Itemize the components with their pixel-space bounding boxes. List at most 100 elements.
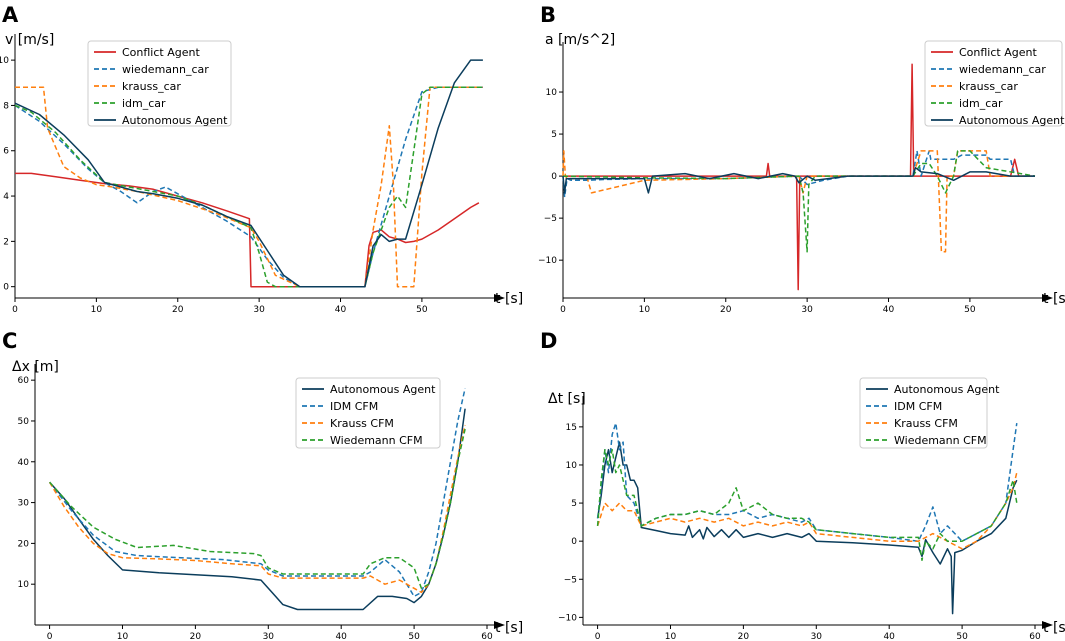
legend-box-d bbox=[859, 377, 988, 449]
x-tick-label-d: 30 bbox=[811, 632, 823, 641]
legend-label-d-3: Wiedemann CFM bbox=[894, 434, 987, 447]
legend-d: Autonomous Agent IDM CFM Krauss CFM Wiedema… bbox=[859, 377, 1000, 449]
legend-label-a-0: Conflict Agent bbox=[122, 46, 200, 59]
y-axis-label-b: a [m/s^2] bbox=[545, 32, 615, 48]
x-tick-label-b: 30 bbox=[801, 305, 813, 315]
y-tick-label-b: 5 bbox=[551, 130, 557, 140]
legend-label-c-0: Autonomous Agent bbox=[330, 383, 436, 396]
x-axis-label-c: t [s] bbox=[495, 620, 523, 636]
y-tick-label-c: 30 bbox=[18, 499, 30, 509]
x-axis-label-a: t [s] bbox=[495, 291, 523, 307]
legend-label-c-2: Krauss CFM bbox=[330, 417, 394, 430]
x-tick-label-d: 20 bbox=[738, 632, 750, 641]
panel-d: D Δt [s] t [s] 0 10 20 30 40 50 60 −10 −5 0 5 10 15 Auto… bbox=[540, 329, 1065, 641]
series-line-b-3 bbox=[562, 150, 1036, 253]
panel-label-c: C bbox=[2, 329, 17, 353]
x-tick-label-d: 40 bbox=[883, 632, 895, 641]
legend-label-c-1: IDM CFM bbox=[330, 400, 378, 413]
series-line-d-2 bbox=[596, 472, 1018, 550]
legend-box-a bbox=[87, 40, 232, 127]
y-tick-label-b: −10 bbox=[538, 256, 557, 266]
x-tick-label-c: 40 bbox=[335, 632, 347, 641]
panel-label-a: A bbox=[2, 3, 19, 27]
legend-b: Conflict Agent wiedemann_car krauss_caridm… bbox=[924, 40, 1065, 127]
series-line-a-2 bbox=[15, 86, 483, 288]
x-tick-label-b: 50 bbox=[964, 305, 976, 315]
series-line-d-3 bbox=[596, 448, 1018, 561]
legend-box-c bbox=[295, 377, 441, 449]
x-axis-arrow-b bbox=[1042, 294, 1053, 302]
x-tick-label-b: 20 bbox=[720, 305, 732, 315]
x-tick-label-c: 30 bbox=[263, 632, 275, 641]
y-axis-label-d: Δt [s] bbox=[548, 391, 586, 407]
y-tick-label-d: 5 bbox=[571, 499, 577, 509]
x-tick-label-a: 40 bbox=[335, 305, 347, 315]
y-tick-label-d: 10 bbox=[566, 461, 578, 471]
series-line-b-4 bbox=[562, 166, 1035, 194]
y-tick-label-a: 0 bbox=[3, 283, 9, 293]
y-tick-label-b: −5 bbox=[544, 214, 557, 224]
x-axis-label-d: t [s] bbox=[1043, 620, 1065, 636]
panel-c: C Δx [m] t [s] 0 10 20 30 40 50 60 10 20 30 40 50 60 Aut… bbox=[2, 329, 523, 641]
x-tick-label-d: 10 bbox=[665, 632, 677, 641]
panel-label-d: D bbox=[540, 329, 557, 353]
x-tick-label-c: 0 bbox=[47, 632, 53, 641]
x-axis-arrow-c bbox=[494, 621, 505, 629]
series-line-a-4 bbox=[14, 59, 483, 288]
y-tick-label-d: −10 bbox=[558, 613, 577, 623]
legend-label-b-3: idm_car bbox=[959, 97, 1003, 110]
legend-label-c-3: Wiedemann CFM bbox=[330, 434, 423, 447]
legend-label-a-2: krauss_car bbox=[122, 80, 181, 93]
legend-a: Conflict Agent wiedemann_car krauss_caridm… bbox=[87, 40, 232, 127]
legend-label-a-1: wiedemann_car bbox=[122, 63, 209, 76]
y-axis-label-a: v [m/s] bbox=[5, 32, 54, 48]
x-axis-label-b: t [s] bbox=[1043, 291, 1065, 307]
legend-label-b-2: krauss_car bbox=[959, 80, 1018, 93]
legend-c: Autonomous Agent IDM CFM Krauss CFM Wiedema… bbox=[295, 377, 441, 449]
legend-label-b-0: Conflict Agent bbox=[959, 46, 1037, 59]
y-tick-label-b: 10 bbox=[546, 88, 558, 98]
series-line-b-1 bbox=[562, 150, 1035, 198]
y-tick-label-c: 10 bbox=[18, 580, 30, 590]
x-tick-label-a: 30 bbox=[253, 305, 265, 315]
y-axis-label-c: Δx [m] bbox=[12, 359, 59, 375]
series-line-a-3 bbox=[14, 86, 483, 288]
x-tick-label-c: 50 bbox=[408, 632, 420, 641]
legend-box-b bbox=[924, 40, 1063, 127]
x-tick-label-d: 0 bbox=[595, 632, 601, 641]
series-line-d-0 bbox=[596, 441, 1018, 615]
y-tick-label-c: 20 bbox=[18, 539, 30, 549]
x-tick-label-b: 10 bbox=[639, 305, 651, 315]
panel-a: Av [m/s] t [s] 0 10 20 30 40 50 0 2 4 6 8 10 Conflict … bbox=[0, 3, 523, 315]
series-line-a-0 bbox=[15, 172, 480, 288]
x-axis-arrow-a bbox=[494, 294, 505, 302]
series-line-c-0 bbox=[49, 408, 466, 611]
x-tick-label-b: 40 bbox=[883, 305, 895, 315]
x-tick-label-c: 20 bbox=[190, 632, 202, 641]
legend-label-a-4: Autonomous Agent bbox=[122, 114, 228, 127]
y-tick-label-a: 6 bbox=[3, 147, 9, 157]
y-tick-label-c: 40 bbox=[18, 458, 30, 468]
y-tick-label-c: 50 bbox=[18, 417, 30, 427]
y-tick-label-d: −5 bbox=[564, 575, 577, 585]
y-tick-label-b: 0 bbox=[551, 172, 557, 182]
series-line-c-2 bbox=[48, 424, 466, 594]
legend-label-d-1: IDM CFM bbox=[894, 400, 942, 413]
legend-label-b-1: wiedemann_car bbox=[959, 63, 1046, 76]
x-tick-label-d: 60 bbox=[1029, 632, 1041, 641]
y-tick-label-d: 0 bbox=[571, 537, 577, 547]
legend-label-a-3: idm_car bbox=[122, 97, 166, 110]
x-tick-label-b: 0 bbox=[560, 305, 566, 315]
x-tick-label-d: 50 bbox=[956, 632, 968, 641]
y-tick-label-a: 2 bbox=[3, 237, 9, 247]
legend-label-d-2: Krauss CFM bbox=[894, 417, 958, 430]
panel-b: Ba [m/s^2] t [s] 0 10 20 30 40 50 −10 −5 0 5 10 Confl… bbox=[538, 3, 1065, 315]
y-tick-label-d: 15 bbox=[566, 423, 577, 433]
x-tick-label-a: 20 bbox=[172, 305, 184, 315]
x-axis-arrow-d bbox=[1042, 621, 1053, 629]
legend-label-d-0: Autonomous Agent bbox=[894, 383, 1000, 396]
series-line-c-3 bbox=[49, 428, 466, 590]
x-tick-label-a: 50 bbox=[416, 305, 428, 315]
x-tick-label-c: 10 bbox=[117, 632, 129, 641]
